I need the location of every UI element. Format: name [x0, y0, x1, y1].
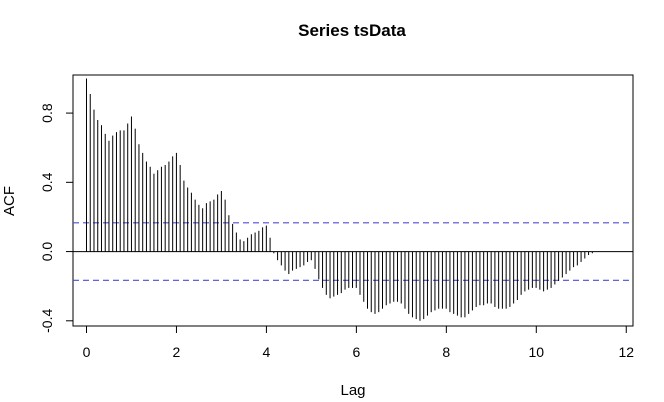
x-tick-label: 6	[352, 344, 360, 360]
x-tick-label: 8	[442, 344, 450, 360]
x-axis-label: Lag	[340, 382, 365, 399]
y-tick-label: 0.8	[39, 103, 55, 123]
y-tick-label: 0.4	[39, 172, 55, 192]
chart-title: Series tsData	[298, 21, 406, 40]
y-axis: -0.4 0.0 0.4 0.8	[39, 103, 74, 333]
x-tick-label: 12	[618, 344, 634, 360]
y-tick-label: -0.4	[39, 309, 55, 333]
plot-frame	[72, 74, 634, 327]
x-axis: 0 2 4 6 8 10 12	[83, 325, 634, 360]
x-tick-label: 2	[173, 344, 181, 360]
x-tick-label: 10	[529, 344, 545, 360]
x-tick-label: 4	[263, 344, 271, 360]
acf-bars	[85, 78, 593, 321]
x-tick-label: 0	[83, 344, 91, 360]
y-axis-label: ACF	[1, 186, 18, 216]
y-tick-label: 0.0	[39, 242, 55, 262]
